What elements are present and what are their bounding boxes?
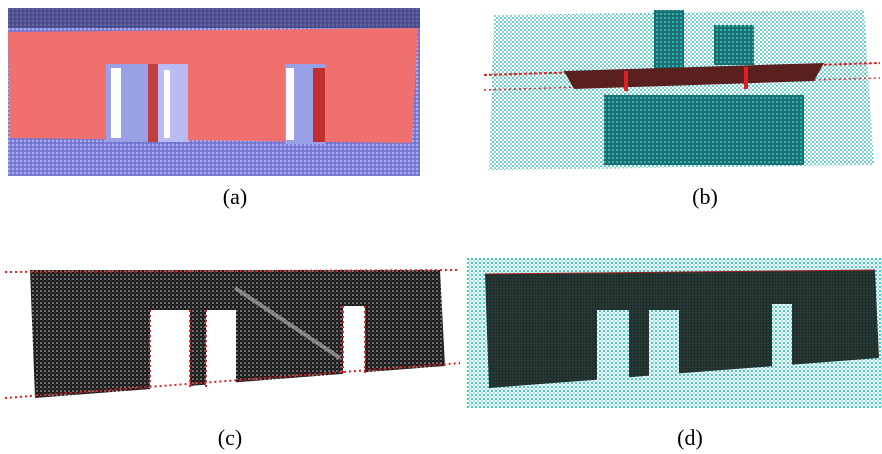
panel-a-image (8, 8, 420, 176)
caption-d: (d) (677, 425, 703, 450)
panel-d-image (467, 258, 882, 408)
panel-c-image (0, 258, 462, 408)
panel-b-image (484, 5, 880, 175)
caption-a: (a) (222, 184, 248, 209)
caption-c: (c) (217, 425, 243, 450)
caption-b: (b) (692, 184, 718, 209)
